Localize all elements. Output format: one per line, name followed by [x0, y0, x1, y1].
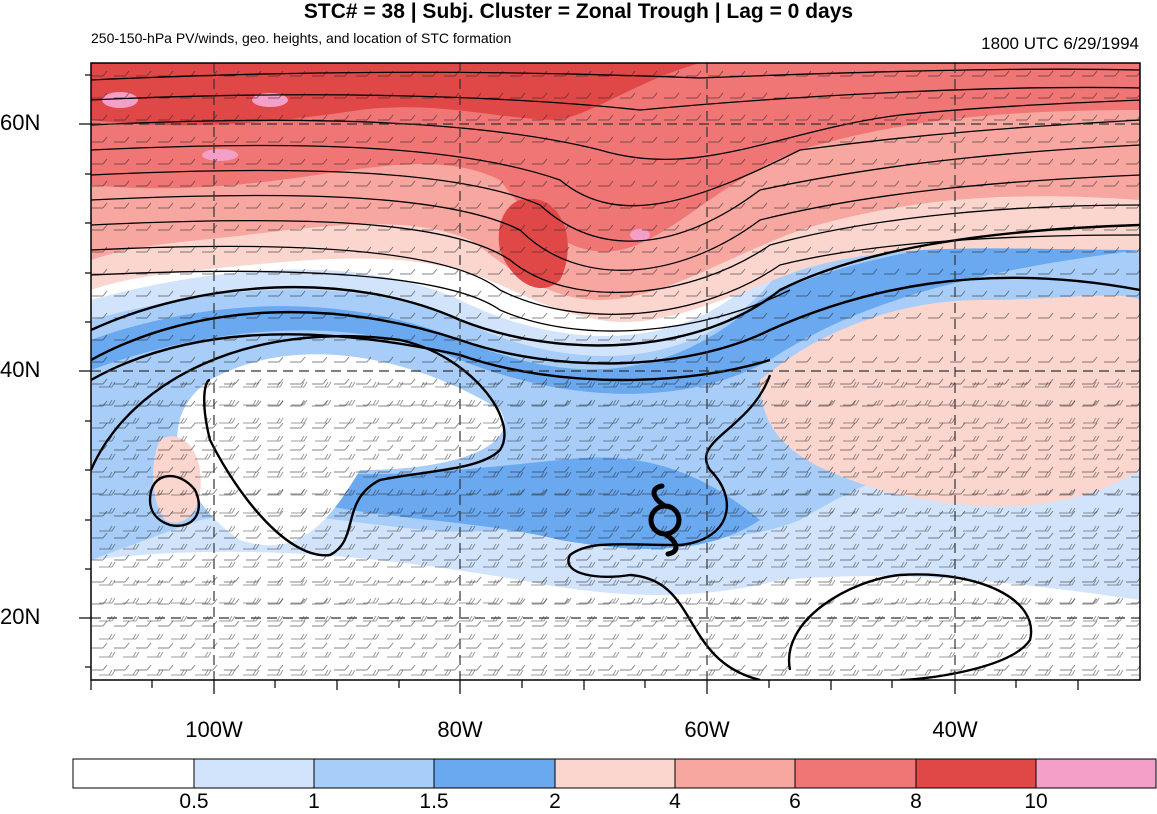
lat-label-20n: 20N — [0, 604, 41, 629]
colorbar-label: 0.5 — [179, 790, 209, 813]
colorbar-label: 2 — [549, 790, 561, 813]
colorbar-label: 10 — [1024, 790, 1048, 813]
plot-subtitle: 250-150-hPa PV/winds, geo. heights, and … — [91, 30, 512, 46]
colorbar-label: 6 — [789, 790, 801, 813]
graticule — [91, 63, 1140, 680]
lon-label-40w: 40W — [932, 717, 978, 742]
lon-label-60w: 60W — [684, 717, 730, 742]
lon-label-100w: 100W — [185, 717, 243, 742]
valid-time: 1800 UTC 6/29/1994 — [981, 34, 1139, 53]
lat-label-40n: 40N — [0, 357, 41, 382]
colorbar — [72, 758, 1157, 789]
colorbar-label: 8 — [910, 790, 922, 813]
hurricane-symbol-icon — [648, 483, 682, 557]
colorbar-label: 1 — [308, 790, 320, 813]
axis-ticks — [79, 74, 1079, 694]
lat-label-60n: 60N — [0, 110, 41, 135]
lon-label-80w: 80W — [437, 717, 483, 742]
pv-shading — [91, 63, 1140, 680]
colorbar-label: 1.5 — [419, 790, 449, 813]
plot-title: STC# = 38 | Subj. Cluster = Zonal Trough… — [303, 0, 854, 23]
colorbar-label: 4 — [669, 790, 681, 813]
